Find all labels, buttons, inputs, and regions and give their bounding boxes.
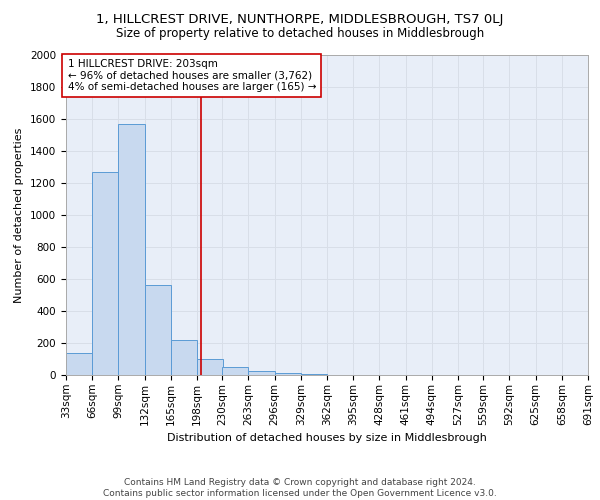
Bar [275, 372, 301, 375]
Bar [222, 367, 248, 375]
X-axis label: Distribution of detached houses by size in Middlesbrough: Distribution of detached houses by size … [167, 433, 487, 443]
Bar [248, 371, 275, 375]
Bar [197, 359, 223, 375]
Bar [171, 340, 197, 375]
Bar [118, 124, 145, 375]
Text: Size of property relative to detached houses in Middlesbrough: Size of property relative to detached ho… [116, 28, 484, 40]
Text: 1 HILLCREST DRIVE: 203sqm
← 96% of detached houses are smaller (3,762)
4% of sem: 1 HILLCREST DRIVE: 203sqm ← 96% of detac… [68, 59, 316, 92]
Bar [92, 172, 118, 375]
Bar [66, 352, 92, 375]
Y-axis label: Number of detached properties: Number of detached properties [14, 128, 25, 302]
Bar [301, 374, 327, 375]
Text: 1, HILLCREST DRIVE, NUNTHORPE, MIDDLESBROUGH, TS7 0LJ: 1, HILLCREST DRIVE, NUNTHORPE, MIDDLESBR… [97, 12, 503, 26]
Text: Contains HM Land Registry data © Crown copyright and database right 2024.
Contai: Contains HM Land Registry data © Crown c… [103, 478, 497, 498]
Bar [145, 286, 171, 375]
